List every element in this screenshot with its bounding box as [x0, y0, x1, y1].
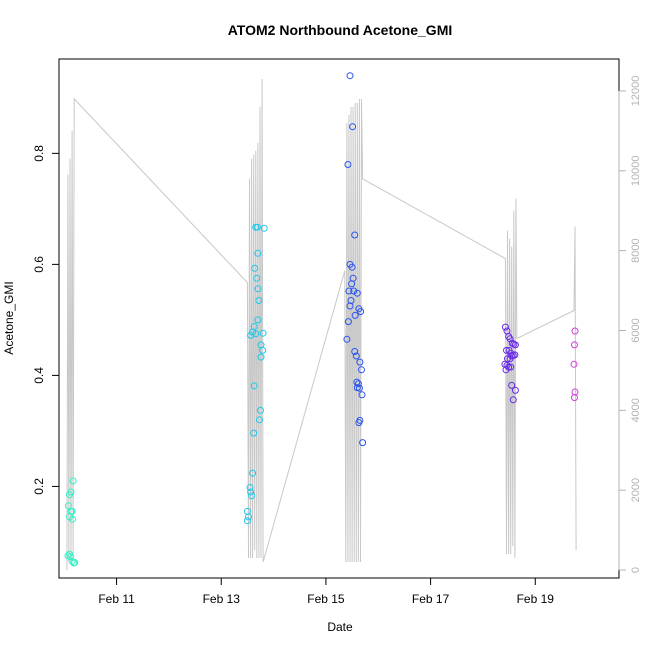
data-point: [511, 341, 519, 349]
data-point: [249, 469, 257, 477]
y-right-tick-label: 2000: [630, 478, 642, 502]
y-right-tick-label: 0: [630, 567, 642, 573]
data-point: [356, 358, 364, 366]
data-point: [346, 302, 354, 310]
x-tick-label: Feb 17: [412, 592, 450, 606]
data-point: [359, 439, 367, 447]
data-point: [351, 231, 359, 239]
data-point: [506, 355, 514, 363]
y-right-tick-label: 6000: [630, 318, 642, 342]
data-point: [255, 297, 263, 304]
data-point: [509, 396, 517, 404]
data-point: [259, 329, 267, 337]
y-right-tick-label: 12000: [630, 76, 642, 107]
altitude-line: [66, 78, 577, 571]
altitude-line-layer: [66, 78, 577, 571]
y-right-tick-label: 4000: [630, 398, 642, 422]
y-tick-label: 0.4: [32, 367, 46, 384]
data-point: [254, 285, 262, 293]
data-point: [354, 380, 362, 388]
y-axis-label: Acetone_GMI: [2, 281, 16, 354]
data-point: [344, 318, 352, 326]
y-tick-label: 0.6: [32, 256, 46, 273]
data-points-layer: [64, 72, 579, 567]
data-point: [503, 361, 511, 369]
data-point: [571, 388, 579, 396]
x-tick-label: Feb 19: [517, 592, 555, 606]
y-tick-label: 0.2: [32, 478, 46, 495]
data-point: [570, 360, 578, 368]
data-point: [257, 406, 264, 414]
x-tick-label: Feb 13: [203, 592, 241, 606]
data-point: [243, 517, 251, 525]
data-point: [571, 341, 578, 349]
x-axis-label: Date: [327, 620, 353, 634]
data-point: [358, 391, 366, 399]
data-point: [253, 274, 261, 282]
data-point: [257, 353, 265, 361]
data-point: [251, 264, 259, 272]
data-point: [358, 366, 365, 374]
x-tick-label: Feb 15: [307, 592, 345, 606]
data-point: [571, 327, 579, 335]
data-point: [502, 366, 510, 374]
data-point: [571, 394, 578, 402]
data-point: [506, 335, 514, 343]
data-point: [254, 316, 262, 324]
data-point: [255, 416, 263, 424]
data-point: [353, 289, 361, 297]
x-axis: Feb 11 Feb 13 Feb 15 Feb 17 Feb 19: [98, 577, 555, 606]
data-point: [504, 355, 511, 363]
data-point: [351, 348, 359, 355]
data-point: [351, 311, 359, 319]
data-point: [508, 381, 516, 389]
plot-frame: [58, 58, 620, 579]
data-point: [68, 507, 76, 515]
data-point: [253, 223, 261, 231]
data-point: [67, 488, 75, 496]
data-point: [346, 72, 354, 80]
data-point: [254, 249, 262, 257]
y-right-tick-label: 10000: [630, 155, 642, 186]
data-point: [246, 484, 254, 491]
data-point: [250, 382, 258, 390]
data-point: [348, 280, 356, 288]
data-point: [250, 323, 258, 330]
data-point: [355, 384, 363, 392]
data-point: [245, 513, 252, 521]
data-point: [357, 308, 364, 316]
y-axis-right: 0 2000 4000 6000 8000 10000 12000: [618, 76, 642, 573]
data-point: [67, 553, 74, 561]
data-point: [501, 323, 509, 331]
data-point: [352, 352, 360, 360]
data-point: [350, 287, 358, 295]
y-axis: 0.2 0.4 0.6 0.8: [32, 145, 60, 495]
data-point: [344, 161, 352, 168]
y-right-tick-label: 8000: [630, 238, 642, 262]
data-point: [348, 263, 356, 271]
data-point: [259, 346, 267, 354]
data-point: [69, 477, 77, 485]
data-point: [250, 429, 258, 437]
data-point: [252, 330, 260, 338]
data-point: [247, 488, 255, 496]
data-point: [64, 502, 72, 510]
data-point: [69, 515, 77, 523]
data-point: [349, 123, 357, 131]
data-point: [345, 287, 353, 295]
data-point: [260, 224, 268, 232]
chart-title: ATOM2 Northbound Acetone_GMI: [228, 22, 453, 38]
x-tick-label: Feb 11: [98, 592, 135, 606]
y-tick-label: 0.8: [32, 145, 46, 162]
data-point: [511, 386, 519, 394]
data-point: [355, 419, 363, 427]
data-point: [511, 351, 519, 359]
data-point: [343, 335, 351, 343]
data-point: [248, 492, 256, 500]
data-point: [243, 507, 251, 515]
data-point: [71, 559, 79, 566]
